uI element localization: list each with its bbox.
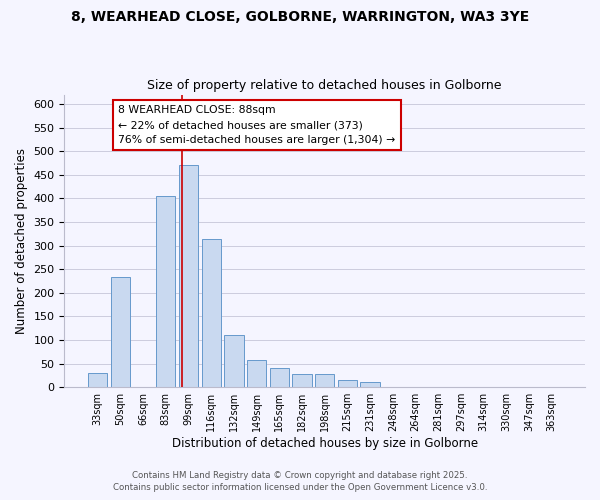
- Y-axis label: Number of detached properties: Number of detached properties: [15, 148, 28, 334]
- Bar: [202, 240, 221, 387]
- Bar: [247, 360, 266, 387]
- Bar: [292, 374, 311, 387]
- Bar: [315, 374, 334, 387]
- Bar: [179, 165, 198, 387]
- Title: Size of property relative to detached houses in Golborne: Size of property relative to detached ho…: [148, 79, 502, 92]
- Bar: [156, 196, 175, 387]
- Bar: [269, 368, 289, 387]
- Bar: [111, 277, 130, 387]
- Bar: [88, 373, 107, 387]
- X-axis label: Distribution of detached houses by size in Golborne: Distribution of detached houses by size …: [172, 437, 478, 450]
- Bar: [224, 336, 244, 387]
- Text: 8, WEARHEAD CLOSE, GOLBORNE, WARRINGTON, WA3 3YE: 8, WEARHEAD CLOSE, GOLBORNE, WARRINGTON,…: [71, 10, 529, 24]
- Text: Contains HM Land Registry data © Crown copyright and database right 2025.
Contai: Contains HM Land Registry data © Crown c…: [113, 471, 487, 492]
- Text: 8 WEARHEAD CLOSE: 88sqm
← 22% of detached houses are smaller (373)
76% of semi-d: 8 WEARHEAD CLOSE: 88sqm ← 22% of detache…: [118, 106, 395, 145]
- Bar: [361, 382, 380, 387]
- Bar: [338, 380, 357, 387]
